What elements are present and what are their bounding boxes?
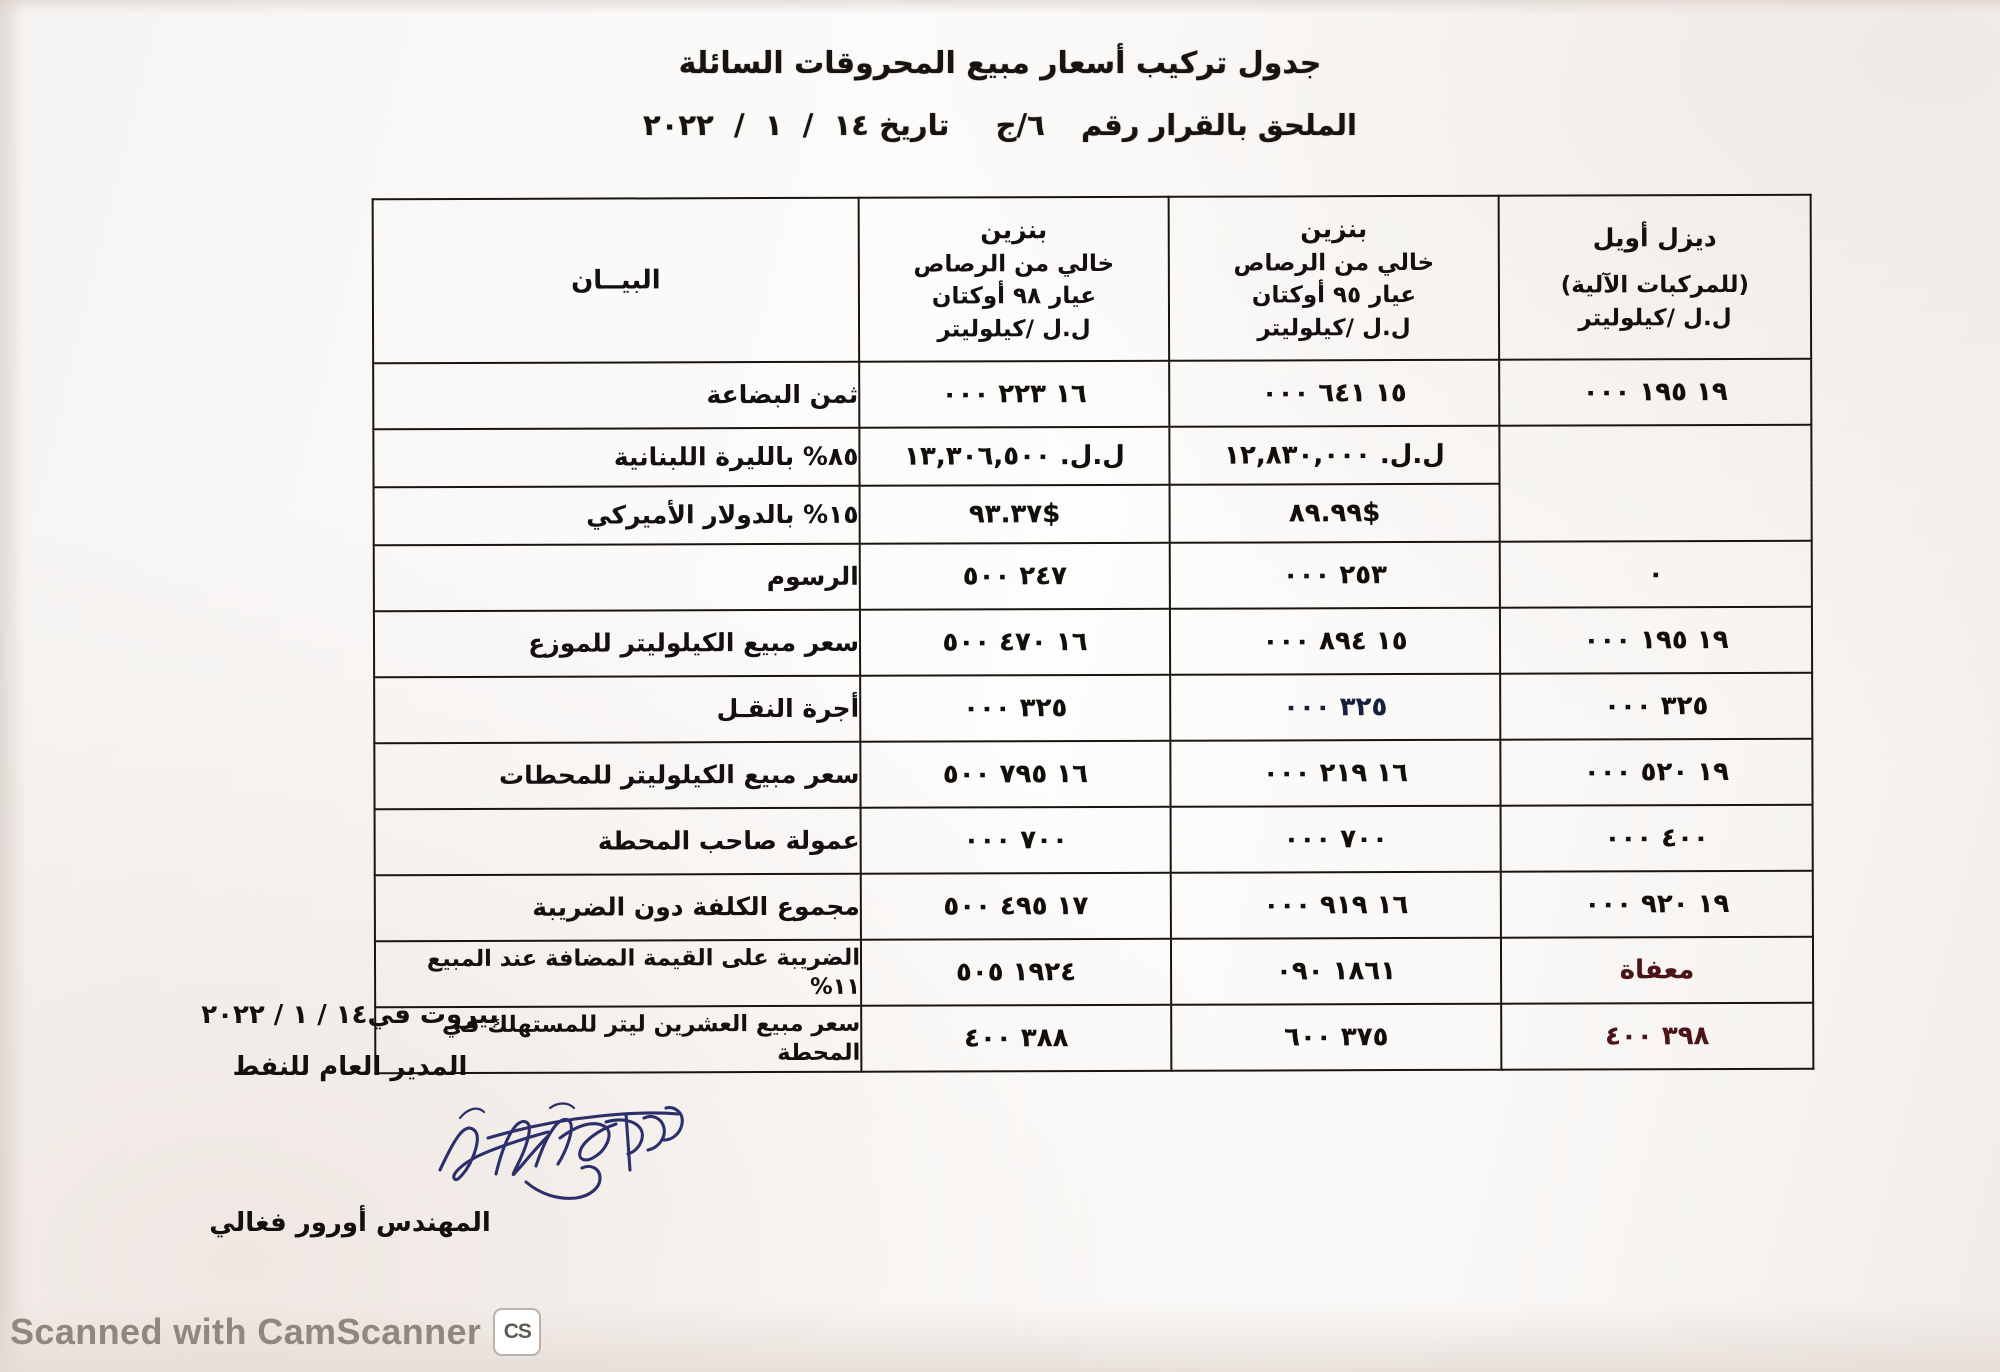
header-cell-gasoline-98: بنزين خالي من الرصاص عيار ٩٨ أوكتان ل.ل … [858, 196, 1170, 362]
cell-label: ثمن البضاعة [373, 361, 860, 430]
header-95-line1: بنزين [1300, 214, 1368, 244]
cell-95: ٨٩.٩٩$ [1169, 483, 1500, 543]
cell-label: سعر مبيع الكيلوليتر للموزع [373, 609, 861, 678]
cell-diesel: ١٩ ١٩٥ ٠٠٠ [1499, 606, 1813, 674]
table-row: ١٩ ١٩٥ ٠٠٠ ١٥ ٦٤١ ٠٠٠ ١٦ ٢٢٣ ٠٠٠ ثمن الب… [373, 358, 1812, 430]
document-subtitle: الملحق بالقرار رقم ٦/ج تاريخ ١٤ / ١ / ٢٠… [643, 108, 1357, 142]
date-month: ١ [764, 108, 783, 142]
cell-98: ٣٨٨ ٤٠٠ [861, 1004, 1172, 1072]
page-edge-shadow-top [0, 0, 2000, 14]
header-diesel-line1: ديزل أويل [1592, 222, 1717, 253]
cell-95: ١٦ ٢١٩ ٠٠٠ [1170, 739, 1501, 807]
cell-98: ١٦ ٢٢٣ ٠٠٠ [859, 360, 1170, 428]
cell-98: ١٦ ٤٧٠ ٥٠٠ [859, 608, 1171, 676]
camscanner-watermark: CS Scanned with CamScanner [10, 1308, 542, 1356]
header-98-line3: عيار ٩٨ أوكتان [931, 283, 1097, 310]
camscanner-badge-icon: CS [493, 1308, 542, 1356]
cell-98: ١٦ ٧٩٥ ٥٠٠ [860, 740, 1171, 808]
camscanner-watermark-text: Scanned with CamScanner [10, 1311, 482, 1352]
cell-diesel: ٣٢٥ ٠٠٠ [1500, 672, 1813, 740]
signature-mark [438, 1102, 684, 1200]
cell-98: ٩٣.٣٧$ [859, 484, 1170, 544]
cell-diesel: ٤٠٠ ٠٠٠ [1500, 804, 1813, 872]
fuel-price-table: ديزل أويل (للمركبات الآلية) ل.ل /كيلوليت… [372, 194, 1815, 1075]
date-year: ٢٠٢٢ [643, 108, 714, 142]
table-row: ل.ل. ١٢,٨٣٠,٠٠٠ ل.ل. ١٣,٣٠٦,٥٠٠ ٨٥% بالل… [373, 424, 1812, 542]
cell-diesel: ١٩ ١٩٥ ٠٠٠ [1499, 358, 1812, 426]
header-98-line4: ل.ل /كيلوليتر [937, 316, 1091, 343]
date-label: تاريخ [879, 108, 950, 142]
cell-98: ١٧ ٤٩٥ ٥٠٠ [860, 872, 1171, 940]
cell-diesel: معفاة [1500, 936, 1814, 1004]
header-cell-gasoline-95: بنزين خالي من الرصاص عيار ٩٥ أوكتان ل.ل … [1168, 195, 1500, 361]
cell-label: الرسوم [373, 543, 860, 612]
cell-95: ١٦ ٩١٩ ٠٠٠ [1170, 871, 1501, 939]
header-95-line2: خالي من الرصاص [1233, 249, 1435, 277]
cell-95: ١٥ ٦٤١ ٠٠٠ [1169, 359, 1500, 427]
table-row: ٣٢٥ ٠٠٠ ٣٢٥ ٠٠٠ ٣٢٥ ٠٠٠ أجرة النقـل [374, 672, 1813, 744]
cell-label: أجرة النقـل [374, 675, 861, 744]
cell-label: الضريبة على القيمة المضافة عند المبيع ١١… [374, 939, 862, 1008]
header-98-line2: خالي من الرصاص [913, 250, 1115, 278]
cell-diesel: ١٩ ٩٢٠ ٠٠٠ [1500, 870, 1813, 938]
document-title: جدول تركيب أسعار مبيع المحروقات السائلة [678, 46, 1322, 81]
cell-98: ٢٤٧ ٥٠٠ [859, 542, 1170, 610]
cell-95: ل.ل. ١٢,٨٣٠,٠٠٠ [1169, 425, 1500, 485]
cell-label: ٨٥% بالليرة اللبنانية [373, 427, 860, 488]
cell-diesel [1499, 424, 1812, 542]
footer-role-title: المدير العام للنفط [232, 1052, 468, 1082]
cell-label: عمولة صاحب المحطة [374, 807, 861, 876]
cell-label: ١٥% بالدولار الأميركي [373, 485, 860, 546]
cell-95: ٣٧٥ ٦٠٠ [1171, 1003, 1502, 1071]
cell-98: ١٩٢٤ ٥٠٥ [860, 938, 1172, 1006]
cell-95: ١٥ ٨٩٤ ٠٠٠ [1169, 607, 1501, 675]
decision-number: ٦/ج [995, 108, 1045, 142]
cell-95: ٣٢٥ ٠٠٠ [1170, 673, 1501, 741]
page-edge-shadow-left [0, 0, 26, 1372]
footer-signer-name: المهندس أورور فغالي [209, 1208, 491, 1238]
header-diesel-line3: ل.ل /كيلوليتر [1578, 304, 1732, 332]
header-95-line4: ل.ل /كيلوليتر [1257, 315, 1411, 342]
cell-diesel: ١٩ ٥٢٠ ٠٠٠ [1500, 738, 1813, 806]
cell-98: ٧٠٠ ٠٠٠ [860, 806, 1171, 874]
cell-label: مجموع الكلفة دون الضريبة [374, 873, 861, 942]
cell-diesel: ٣٩٨ ٤٠٠ [1501, 1002, 1814, 1070]
cell-98: ل.ل. ١٣,٣٠٦,٥٠٠ [859, 426, 1170, 486]
table-header-row: ديزل أويل (للمركبات الآلية) ل.ل /كيلوليت… [372, 194, 1812, 364]
cell-label: سعر مبيع الكيلوليتر للمحطات [374, 741, 861, 810]
table-row: ١٩ ٥٢٠ ٠٠٠ ١٦ ٢١٩ ٠٠٠ ١٦ ٧٩٥ ٥٠٠ سعر مبي… [374, 738, 1813, 810]
cell-diesel: ٠ [1499, 540, 1812, 608]
table-row: ٠ ٢٥٣ ٠٠٠ ٢٤٧ ٥٠٠ الرسوم [373, 540, 1812, 612]
table-row: ١٩ ٩٢٠ ٠٠٠ ١٦ ٩١٩ ٠٠٠ ١٧ ٤٩٥ ٥٠٠ مجموع ا… [374, 870, 1813, 942]
header-cell-diesel: ديزل أويل (للمركبات الآلية) ل.ل /كيلوليت… [1498, 194, 1812, 360]
table-row: ٤٠٠ ٠٠٠ ٧٠٠ ٠٠٠ ٧٠٠ ٠٠٠ عمولة صاحب المحط… [374, 804, 1813, 876]
cell-95: ١٨٦١ ٠٩٠ [1170, 937, 1502, 1005]
table-row: ١٩ ١٩٥ ٠٠٠ ١٥ ٨٩٤ ٠٠٠ ١٦ ٤٧٠ ٥٠٠ سعر مبي… [373, 606, 1813, 678]
footer-place-date: بيروت في١٤ / ١ / ٢٠٢٢ [201, 1000, 499, 1030]
price-table-wrapper: ديزل أويل (للمركبات الآلية) ل.ل /كيلوليت… [372, 194, 1815, 1075]
header-98-line1: بنزين [980, 215, 1048, 245]
header-95-line3: عيار ٩٥ أوكتان [1251, 282, 1417, 309]
table-row: معفاة ١٨٦١ ٠٩٠ ١٩٢٤ ٥٠٥ الضريبة على القي… [374, 936, 1814, 1008]
date-day: ١٤ [833, 108, 869, 142]
cell-98: ٣٢٥ ٠٠٠ [860, 674, 1171, 742]
header-diesel-line2: (للمركبات الآلية) [1560, 272, 1750, 299]
header-cell-description: البيــان [372, 197, 860, 364]
cell-95: ٢٥٣ ٠٠٠ [1169, 541, 1500, 609]
page-edge-shadow-bottom [0, 1302, 2000, 1372]
subtitle-prefix: الملحق بالقرار رقم [1080, 108, 1357, 142]
cell-95: ٧٠٠ ٠٠٠ [1170, 805, 1501, 873]
